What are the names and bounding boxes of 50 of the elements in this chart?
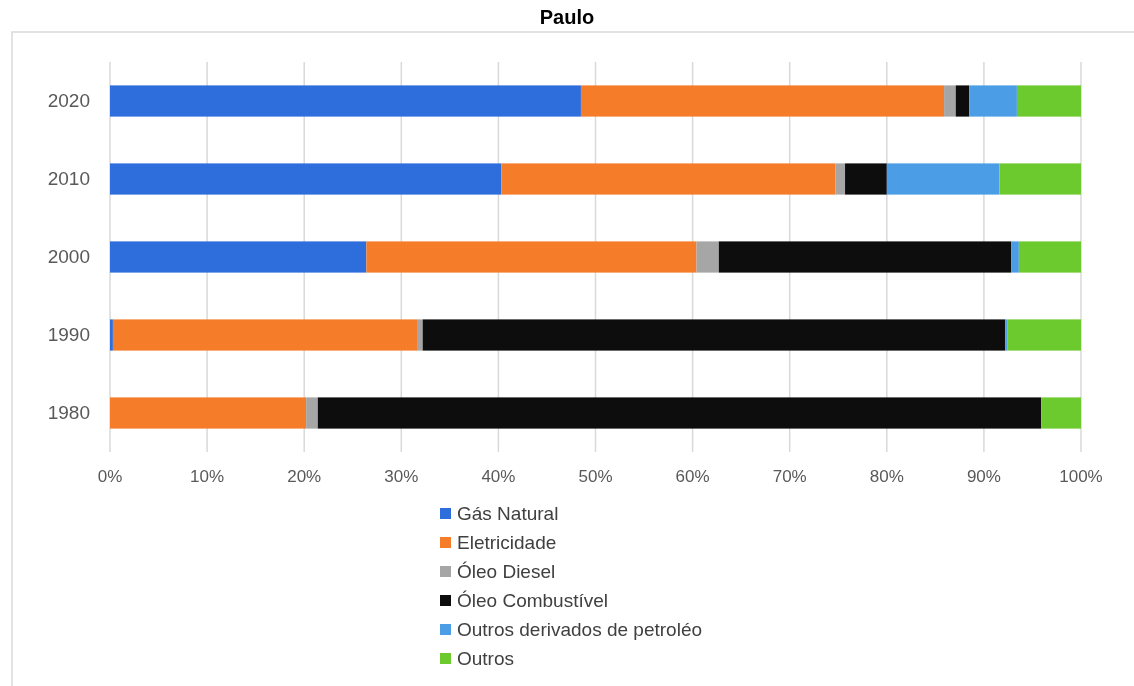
x-tick-label: 40% (481, 467, 516, 486)
bar (580, 85, 945, 117)
bar (718, 241, 1012, 273)
bar (955, 85, 970, 117)
bar (944, 85, 956, 117)
bar (1016, 85, 1081, 117)
y-tick-label: 2000 (47, 246, 90, 267)
bar (110, 319, 113, 351)
bar (969, 85, 1017, 117)
x-tick-label: 20% (287, 467, 322, 486)
x-tick-label: 80% (869, 467, 904, 486)
bar (422, 319, 1006, 351)
legend-label: Óleo Diesel (457, 561, 556, 582)
bar (845, 163, 887, 195)
chart-title: Paulo (539, 6, 595, 28)
x-tick-label: 70% (772, 467, 807, 486)
bar (999, 163, 1081, 195)
bar (306, 397, 318, 429)
bar (317, 397, 1042, 429)
bar (110, 85, 581, 117)
y-tick-label: 2020 (47, 90, 90, 111)
y-tick-label: 2010 (47, 168, 90, 189)
legend-label: Eletricidade (457, 532, 557, 553)
x-tick-label: 60% (675, 467, 710, 486)
bar (112, 319, 418, 351)
x-tick-label: 10% (190, 467, 225, 486)
x-tick-label: 50% (578, 467, 613, 486)
x-tick-label: 30% (384, 467, 419, 486)
legend-label: Outros derivados de petroléo (457, 619, 703, 640)
bar (1007, 319, 1081, 351)
bar (696, 241, 719, 273)
bar (886, 163, 1000, 195)
x-tick-label: 100% (1059, 467, 1103, 486)
bar (417, 319, 423, 351)
bar (110, 163, 502, 195)
legend-label: Gás Natural (457, 503, 559, 524)
bar (835, 163, 846, 195)
bar (501, 163, 836, 195)
legend-label: Óleo Combustível (457, 590, 609, 611)
y-tick-label: 1990 (47, 324, 90, 345)
bar (1018, 241, 1081, 273)
x-tick-label: 0% (97, 467, 123, 486)
legend-label: Outros (457, 648, 515, 669)
bar (1041, 397, 1081, 429)
y-tick-label: 1980 (47, 402, 90, 423)
bar (110, 241, 367, 273)
bar (1011, 241, 1019, 273)
bar (110, 397, 307, 429)
bar (366, 241, 697, 273)
x-tick-label: 90% (966, 467, 1001, 486)
